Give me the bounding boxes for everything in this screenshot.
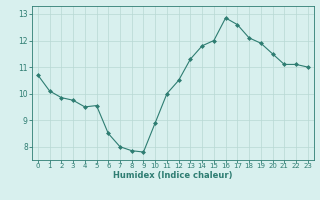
X-axis label: Humidex (Indice chaleur): Humidex (Indice chaleur) (113, 171, 233, 180)
